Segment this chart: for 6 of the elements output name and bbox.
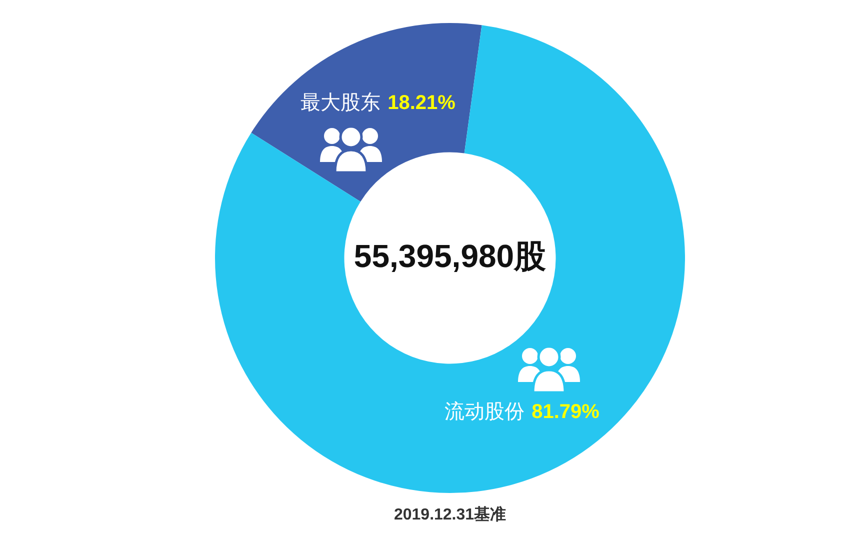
data-label: 81.79% [532, 400, 600, 423]
slice-label: 流动股份 [444, 400, 525, 423]
text: 55,395,980股 [354, 238, 548, 274]
slice-label: 最大股东 [300, 92, 381, 114]
text: 2019.12.31基准 [394, 505, 506, 524]
data-label: 18.21% [388, 92, 456, 114]
